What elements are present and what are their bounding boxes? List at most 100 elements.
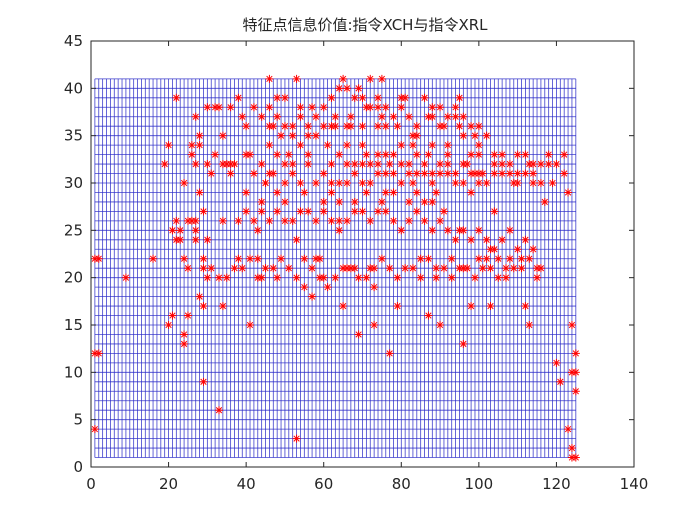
data-point — [195, 141, 204, 150]
data-point — [296, 179, 305, 187]
data-point — [304, 160, 313, 169]
data-point — [451, 103, 460, 112]
data-point — [280, 160, 289, 169]
data-point — [335, 150, 344, 159]
marker-stroke — [382, 123, 389, 130]
data-point — [377, 112, 386, 121]
marker-stroke — [343, 141, 351, 149]
data-point — [257, 207, 266, 216]
marker-stroke — [235, 255, 242, 262]
data-point — [327, 216, 336, 225]
marker-stroke — [208, 170, 215, 177]
y-tick-label: 20 — [64, 269, 83, 287]
marker-stroke — [266, 104, 273, 111]
marker-stroke — [355, 331, 362, 338]
marker-stroke — [196, 132, 203, 139]
data-point — [443, 160, 452, 169]
data-point — [191, 226, 200, 235]
data-point — [525, 321, 534, 329]
data-point — [226, 169, 235, 178]
data-point — [397, 179, 406, 187]
marker-stroke — [231, 160, 238, 168]
data-point — [459, 339, 468, 348]
data-point — [412, 169, 421, 178]
marker-stroke — [421, 94, 428, 101]
marker-stroke — [343, 179, 351, 187]
data-point — [370, 283, 379, 292]
data-point — [315, 254, 324, 263]
data-point — [308, 292, 317, 301]
data-point — [168, 226, 177, 235]
marker-stroke — [332, 123, 339, 130]
marker-stroke — [436, 217, 444, 225]
data-point — [203, 273, 212, 282]
data-point — [342, 141, 351, 150]
marker-stroke — [312, 217, 320, 225]
data-point — [311, 131, 320, 140]
marker-stroke — [545, 151, 552, 158]
data-point — [203, 235, 212, 244]
data-point — [428, 112, 437, 121]
marker-stroke — [219, 302, 227, 310]
marker-stroke — [456, 265, 463, 272]
data-point — [342, 216, 351, 225]
data-point — [176, 235, 185, 244]
data-point — [346, 112, 355, 121]
marker-stroke — [417, 274, 424, 281]
marker-stroke — [518, 265, 525, 272]
data-point — [273, 150, 282, 159]
marker-stroke — [169, 312, 176, 319]
marker-stroke — [572, 369, 579, 376]
marker-stroke — [460, 227, 467, 234]
data-point — [257, 197, 266, 206]
data-point — [277, 254, 286, 263]
data-point — [265, 169, 274, 178]
marker-stroke — [394, 123, 401, 130]
marker-stroke — [537, 179, 545, 187]
marker-stroke — [351, 198, 358, 206]
marker-stroke — [514, 179, 521, 187]
marker-stroke — [289, 217, 296, 225]
data-point — [459, 131, 468, 140]
marker-stroke — [444, 151, 451, 158]
marker-stroke — [444, 160, 451, 168]
marker-stroke — [475, 255, 483, 262]
data-point — [482, 131, 491, 140]
marker-stroke — [405, 160, 413, 168]
data-point — [405, 112, 414, 121]
data-point — [389, 150, 398, 159]
marker-stroke — [359, 179, 366, 187]
y-axis-ticks: 0 5 10 15 20 25 30 35 40 45 — [64, 32, 634, 476]
data-point — [428, 169, 437, 178]
data-point — [273, 273, 282, 282]
data-point — [474, 122, 483, 131]
x-axis-ticks: 0 20 40 60 80 100 120 140 — [86, 41, 648, 493]
marker-stroke — [405, 217, 413, 225]
marker-stroke — [417, 255, 424, 262]
data-point — [432, 273, 441, 282]
marker-stroke — [180, 179, 188, 187]
marker-stroke — [289, 123, 296, 130]
marker-stroke — [530, 170, 537, 177]
data-point — [420, 216, 429, 225]
data-point — [374, 103, 383, 112]
data-point — [567, 321, 576, 329]
marker-stroke — [394, 302, 401, 310]
marker-stroke — [343, 217, 351, 225]
marker-stroke — [491, 170, 498, 177]
marker-stroke — [491, 151, 498, 158]
data-point — [230, 160, 239, 169]
data-point — [257, 160, 266, 169]
data-point — [412, 122, 421, 131]
data-point — [261, 264, 270, 273]
marker-stroke — [200, 378, 207, 385]
marker-stroke — [301, 283, 308, 291]
data-point — [183, 216, 192, 225]
marker-stroke — [429, 113, 436, 120]
marker-stroke — [339, 75, 347, 83]
marker-stroke — [351, 170, 358, 177]
data-point — [525, 254, 534, 263]
data-point — [366, 74, 375, 83]
marker-stroke — [289, 132, 296, 139]
